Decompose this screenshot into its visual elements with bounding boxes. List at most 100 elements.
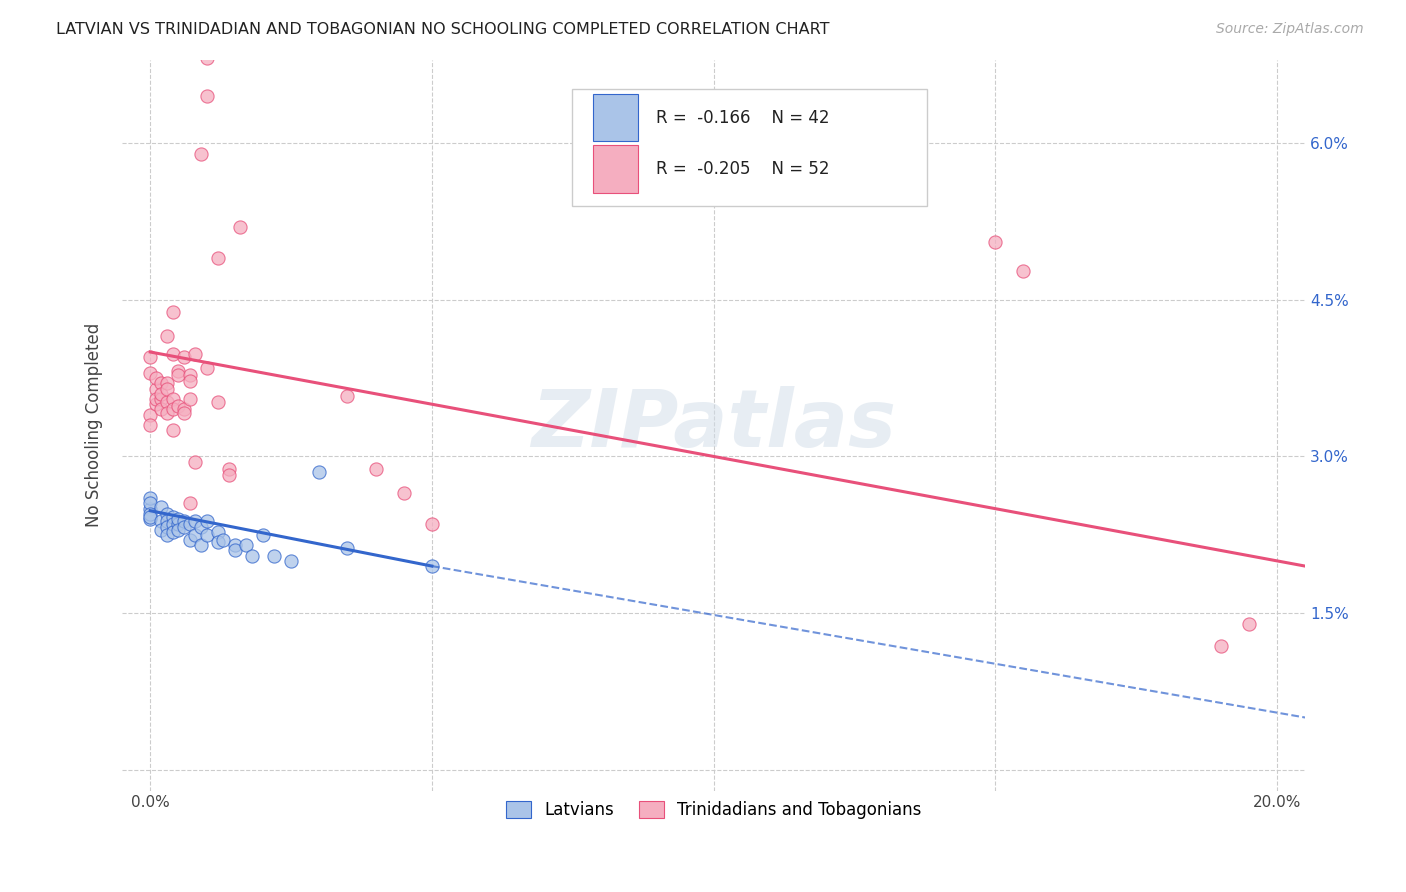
Point bbox=[156, 329, 179, 343]
Point bbox=[207, 251, 229, 265]
Point bbox=[184, 347, 207, 361]
Point bbox=[173, 402, 195, 417]
Point bbox=[224, 538, 246, 552]
Point bbox=[173, 406, 195, 420]
Point bbox=[162, 347, 184, 361]
Point bbox=[392, 486, 415, 500]
Point bbox=[229, 219, 252, 234]
Point bbox=[179, 374, 201, 388]
Point bbox=[162, 517, 184, 532]
Point bbox=[218, 468, 240, 483]
Point bbox=[156, 507, 179, 521]
Point bbox=[420, 559, 443, 574]
Point bbox=[150, 402, 173, 417]
Point bbox=[145, 382, 167, 396]
Point bbox=[195, 50, 218, 64]
Point bbox=[167, 517, 190, 532]
Point bbox=[145, 371, 167, 385]
Point bbox=[224, 543, 246, 558]
Text: R =  -0.166    N = 42: R = -0.166 N = 42 bbox=[655, 109, 830, 127]
Point bbox=[167, 399, 190, 413]
Point bbox=[195, 89, 218, 103]
Point bbox=[156, 382, 179, 396]
Point bbox=[195, 527, 218, 541]
Point bbox=[218, 462, 240, 476]
Point bbox=[145, 392, 167, 406]
Point bbox=[1237, 616, 1260, 631]
Point bbox=[179, 496, 201, 510]
Point bbox=[156, 514, 179, 528]
Point bbox=[336, 541, 359, 556]
Point bbox=[139, 408, 162, 422]
Point bbox=[336, 389, 359, 403]
Point bbox=[162, 510, 184, 524]
Point bbox=[190, 538, 212, 552]
Point bbox=[195, 360, 218, 375]
Point bbox=[235, 538, 257, 552]
Point bbox=[162, 524, 184, 539]
FancyBboxPatch shape bbox=[572, 89, 927, 206]
Point bbox=[139, 491, 162, 506]
Point bbox=[420, 517, 443, 532]
Point bbox=[984, 235, 1007, 250]
Point bbox=[179, 517, 201, 532]
Y-axis label: No Schooling Completed: No Schooling Completed bbox=[86, 323, 103, 527]
Point bbox=[139, 501, 162, 516]
Point bbox=[162, 423, 184, 437]
Point bbox=[162, 305, 184, 319]
Text: R =  -0.205    N = 52: R = -0.205 N = 52 bbox=[655, 160, 830, 178]
Point bbox=[364, 462, 387, 476]
Point bbox=[150, 514, 173, 528]
Point bbox=[156, 406, 179, 420]
Point bbox=[139, 496, 162, 510]
Point bbox=[212, 533, 235, 547]
Point bbox=[150, 500, 173, 514]
Point bbox=[162, 392, 184, 406]
Point bbox=[156, 376, 179, 391]
Point bbox=[308, 465, 330, 479]
Point bbox=[179, 533, 201, 547]
Text: ZIPatlas: ZIPatlas bbox=[531, 386, 896, 464]
Point bbox=[184, 527, 207, 541]
Point bbox=[240, 549, 263, 563]
Point bbox=[207, 535, 229, 549]
Point bbox=[195, 514, 218, 528]
Text: LATVIAN VS TRINIDADIAN AND TOBAGONIAN NO SCHOOLING COMPLETED CORRELATION CHART: LATVIAN VS TRINIDADIAN AND TOBAGONIAN NO… bbox=[56, 22, 830, 37]
Point bbox=[167, 512, 190, 526]
Point bbox=[207, 524, 229, 539]
Point bbox=[1209, 640, 1232, 654]
Point bbox=[150, 376, 173, 391]
Point bbox=[139, 350, 162, 364]
Point bbox=[184, 455, 207, 469]
Point bbox=[145, 397, 167, 411]
Point bbox=[156, 395, 179, 409]
Point bbox=[139, 512, 162, 526]
Point bbox=[190, 146, 212, 161]
Point bbox=[139, 510, 162, 524]
Point bbox=[173, 514, 195, 528]
Point bbox=[173, 350, 195, 364]
Point bbox=[173, 520, 195, 534]
Point bbox=[167, 523, 190, 537]
Point bbox=[167, 368, 190, 382]
Point bbox=[150, 523, 173, 537]
Point bbox=[162, 402, 184, 417]
Point bbox=[252, 527, 274, 541]
Point bbox=[156, 520, 179, 534]
Point bbox=[139, 507, 162, 521]
Point bbox=[280, 554, 302, 568]
Text: Source: ZipAtlas.com: Source: ZipAtlas.com bbox=[1216, 22, 1364, 37]
Point bbox=[263, 549, 285, 563]
Point bbox=[150, 386, 173, 401]
Point bbox=[156, 527, 179, 541]
Point bbox=[167, 364, 190, 378]
Point bbox=[207, 395, 229, 409]
Legend: Latvians, Trinidadians and Tobagonians: Latvians, Trinidadians and Tobagonians bbox=[499, 795, 928, 826]
Point bbox=[150, 392, 173, 406]
Point bbox=[139, 366, 162, 380]
Point bbox=[184, 514, 207, 528]
Point bbox=[179, 392, 201, 406]
Point bbox=[190, 520, 212, 534]
Point bbox=[139, 418, 162, 433]
Point bbox=[1012, 263, 1035, 277]
